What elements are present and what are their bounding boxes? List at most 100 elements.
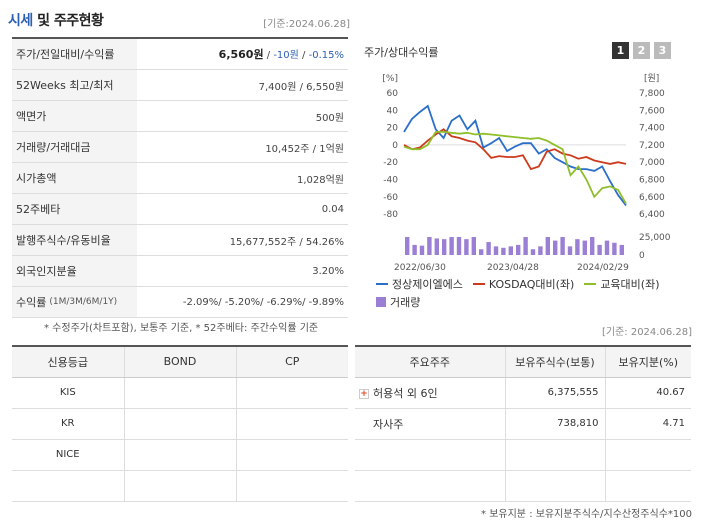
holder-name: 자사주 bbox=[355, 408, 505, 440]
volume-bar bbox=[405, 237, 410, 255]
page-title: 시세 및 주주현황 bbox=[8, 10, 104, 30]
volume-bar bbox=[604, 240, 610, 255]
column-header: CP bbox=[235, 346, 348, 378]
table-cell bbox=[235, 377, 348, 409]
table-cell bbox=[123, 470, 236, 502]
volume-bar bbox=[412, 244, 417, 255]
table-header-row: 신용등급 BOND CP bbox=[12, 346, 348, 378]
volume-bar bbox=[516, 244, 521, 255]
summary-label: 52Weeks 최고/최저 bbox=[12, 70, 137, 100]
volume-base-label: 0 bbox=[639, 251, 645, 261]
table-cell bbox=[12, 470, 124, 502]
summary-label: 거래량/거래대금 bbox=[12, 132, 137, 162]
holder-name-cell[interactable]: + 허용석 외 6인 bbox=[355, 377, 505, 409]
right-tick-label: 6,400 bbox=[639, 210, 665, 220]
table-cell bbox=[235, 408, 348, 440]
summary-row-price: 주가/전일대비/수익률 6,560원 / -10원 / -0.15% bbox=[12, 39, 348, 70]
table-row: KIS bbox=[12, 377, 348, 409]
chart-tab-2[interactable]: 2 bbox=[633, 42, 650, 59]
change-value: -10원 bbox=[273, 50, 299, 61]
legend-label: KOSDAQ대비(좌) bbox=[488, 278, 575, 291]
legend-item-kosdaq: KOSDAQ대비(좌) bbox=[472, 276, 575, 292]
volume-bar bbox=[456, 237, 462, 255]
table-row: + 허용석 외 6인 6,375,555 40.67 bbox=[355, 377, 691, 409]
column-header: 신용등급 bbox=[12, 346, 124, 378]
x-tick-label: 2022/06/30 bbox=[394, 263, 446, 273]
chart-title: 주가/상대수익률 bbox=[364, 46, 439, 59]
major-shareholders-table: 주요주주 보유주식수(보통) 보유지분(%) + 허용석 외 6인 6,375,5… bbox=[355, 345, 691, 502]
summary-value: 6,560원 / -10원 / -0.15% bbox=[137, 46, 348, 62]
right-tick-label: 7,800 bbox=[639, 89, 665, 99]
x-tick-label: 2023/04/28 bbox=[487, 263, 539, 273]
legend-swatch bbox=[376, 283, 388, 285]
expand-plus-icon[interactable]: + bbox=[359, 388, 369, 399]
volume-bar bbox=[442, 239, 447, 255]
table-cell: KIS bbox=[12, 377, 124, 409]
volume-bar bbox=[545, 237, 550, 255]
summary-value: 1,028억원 bbox=[296, 174, 344, 186]
chart-tab-1[interactable]: 1 bbox=[612, 42, 629, 59]
volume-bar bbox=[590, 237, 595, 255]
holder-pct bbox=[604, 470, 691, 502]
table-cell bbox=[123, 377, 236, 409]
holder-pct bbox=[604, 439, 691, 471]
right-axis-unit: [원] bbox=[644, 73, 659, 84]
legend-item-edu: 교육대비(좌) bbox=[584, 276, 660, 292]
volume-bar bbox=[575, 239, 580, 255]
volume-bar bbox=[538, 246, 543, 255]
summary-footnote: * 수정주가(차트포함), 보통주 기준, * 52주베타: 주간수익률 기준 bbox=[44, 323, 319, 334]
volume-bar bbox=[501, 247, 506, 255]
chart-tabs: 1 2 3 bbox=[612, 42, 671, 59]
holder-name bbox=[355, 439, 505, 471]
chart-tab-3[interactable]: 3 bbox=[654, 42, 671, 59]
table-row bbox=[355, 470, 691, 502]
summary-row: 52주베타 0.04 bbox=[12, 194, 348, 225]
left-tick-label: 0 bbox=[392, 141, 398, 151]
volume-bar bbox=[449, 237, 454, 255]
legend-label: 교육대비(좌) bbox=[600, 278, 660, 291]
holdings-footnote: * 보유지분 : 보유지분주식수/지수산정주식수*100 bbox=[481, 509, 692, 520]
summary-value: 15,677,552주 / 54.26% bbox=[229, 236, 344, 248]
summary-label: 52주베타 bbox=[12, 194, 137, 224]
column-header: 주요주주 bbox=[355, 346, 505, 378]
table-header-row: 주요주주 보유주식수(보통) 보유지분(%) bbox=[355, 346, 691, 378]
holder-shares bbox=[504, 439, 605, 471]
left-axis-unit: [%] bbox=[382, 74, 398, 84]
volume-bar bbox=[464, 239, 469, 255]
legend-swatch bbox=[472, 283, 485, 285]
volume-tick-label: 25,000 bbox=[639, 233, 671, 243]
chart-legend: 정상제이엘에스 KOSDAQ대비(좌) 교육대비(좌) 거래량 bbox=[376, 276, 696, 310]
returns-period-label: (1M/3M/6M/1Y) bbox=[49, 297, 118, 307]
volume-bar bbox=[560, 237, 565, 255]
summary-row: 발행주식수/유동비율 15,677,552주 / 54.26% bbox=[12, 225, 348, 256]
volume-bar bbox=[479, 249, 484, 255]
holder-shares: 738,810 bbox=[504, 408, 605, 440]
holder-shares: 6,375,555 bbox=[504, 377, 605, 409]
volume-bar bbox=[619, 244, 624, 255]
summary-value: 3.20% bbox=[312, 265, 344, 277]
holder-pct: 40.67 bbox=[604, 377, 691, 409]
page-title-rest: 및 주주현황 bbox=[32, 13, 104, 29]
left-tick-label: -60 bbox=[383, 193, 398, 203]
returns-label: 수익률 bbox=[16, 296, 47, 309]
legend-swatch bbox=[376, 297, 386, 307]
price-value: 6,560원 bbox=[218, 48, 264, 61]
volume-bar bbox=[523, 237, 528, 255]
reference-date-2: [기준: 2024.06.28] bbox=[601, 327, 692, 338]
right-tick-label: 7,600 bbox=[639, 106, 665, 116]
right-tick-label: 7,000 bbox=[639, 158, 665, 168]
summary-row: 52Weeks 최고/최저 7,400원 / 6,550원 bbox=[12, 70, 348, 101]
volume-bar bbox=[427, 237, 432, 255]
table-row bbox=[355, 439, 691, 471]
holder-name bbox=[355, 470, 505, 502]
table-cell: NICE bbox=[12, 439, 124, 471]
separator: / bbox=[263, 50, 274, 61]
legend-label: 정상제이엘에스 bbox=[392, 278, 463, 291]
summary-row: 거래량/거래대금 10,452주 / 1억원 bbox=[12, 132, 348, 163]
summary-value: 0.04 bbox=[321, 203, 344, 215]
price-relative-return-chart: [%] [원] 60 7,800 40 7,600 20 7,400 0 7,200 -20 7,00… bbox=[382, 73, 671, 273]
legend-label: 거래량 bbox=[390, 296, 421, 309]
separator: / bbox=[298, 50, 309, 61]
volume-bar bbox=[419, 245, 425, 255]
left-tick-label: -20 bbox=[383, 158, 398, 168]
